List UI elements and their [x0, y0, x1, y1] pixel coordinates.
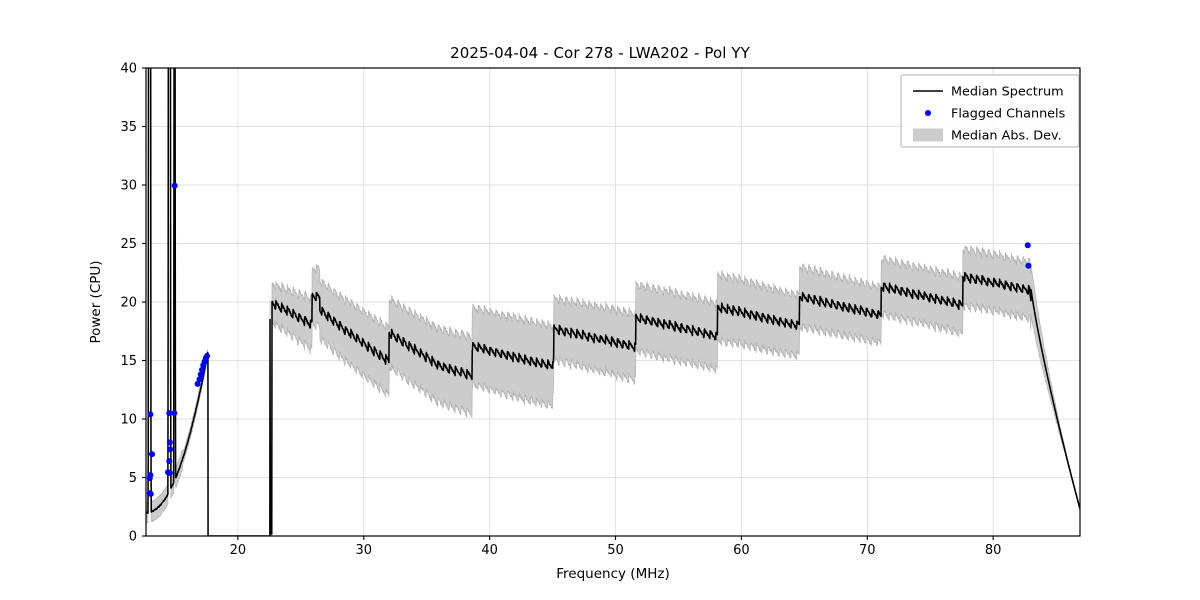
x-tick-label: 30 [355, 543, 372, 558]
y-tick-label: 0 [129, 530, 137, 545]
flagged-channels [146, 182, 1032, 497]
y-tick-label: 5 [129, 471, 137, 486]
flagged-channel-point [196, 376, 203, 383]
plot-title: 2025-04-04 - Cor 278 - LWA202 - Pol YY [450, 44, 750, 62]
flagged-channel-point [1025, 262, 1032, 269]
legend-label: Median Spectrum [951, 85, 1064, 100]
y-tick-label: 20 [120, 296, 137, 311]
x-tick-label: 60 [733, 543, 750, 558]
x-tick-label: 70 [859, 543, 876, 558]
flagged-channel-point [166, 458, 173, 465]
flagged-channel-point [197, 371, 204, 378]
y-tick-label: 25 [120, 237, 137, 252]
legend-label: Flagged Channels [951, 107, 1066, 122]
legend-label: Median Abs. Dev. [951, 129, 1062, 144]
legend-dot-swatch [925, 110, 931, 116]
axes: 20 30 40 50 60 70 80 0 5 10 15 20 25 30 35 40 [120, 62, 1081, 558]
y-axis-title: Power (CPU) [88, 260, 104, 343]
x-tick-label: 80 [985, 543, 1002, 558]
flagged-channel-point [167, 446, 174, 453]
median-spectrum-line [146, 68, 1080, 536]
y-tick-label: 10 [120, 413, 137, 428]
flagged-channel-point [194, 380, 201, 387]
flagged-channel-point [1024, 242, 1031, 249]
flagged-channel-point [146, 475, 153, 482]
flagged-channel-point [171, 182, 178, 189]
y-tick-label: 15 [120, 354, 137, 369]
y-tick-label: 35 [120, 120, 137, 135]
legend-box [900, 74, 1080, 148]
x-axis-title: Frequency (MHz) [556, 566, 669, 582]
flagged-channel-point [165, 469, 172, 476]
flagged-channel-point [171, 410, 178, 417]
flagged-channel-point [147, 490, 154, 497]
x-tick-label: 20 [230, 543, 247, 558]
flagged-channel-point [149, 451, 156, 458]
x-tick-label: 50 [607, 543, 624, 558]
y-tick-label: 30 [120, 179, 137, 194]
flagged-channel-point [147, 411, 154, 418]
x-tick-label: 40 [481, 543, 498, 558]
legend-patch-swatch [913, 128, 943, 142]
legend: Median Spectrum Flagged Channels Median Ab… [900, 74, 1080, 148]
y-tick-label: 40 [120, 62, 137, 77]
flagged-channel-point [199, 366, 206, 373]
flagged-channel-point [204, 352, 211, 359]
flagged-channel-point [166, 410, 173, 417]
flagged-channel-point [166, 439, 173, 446]
